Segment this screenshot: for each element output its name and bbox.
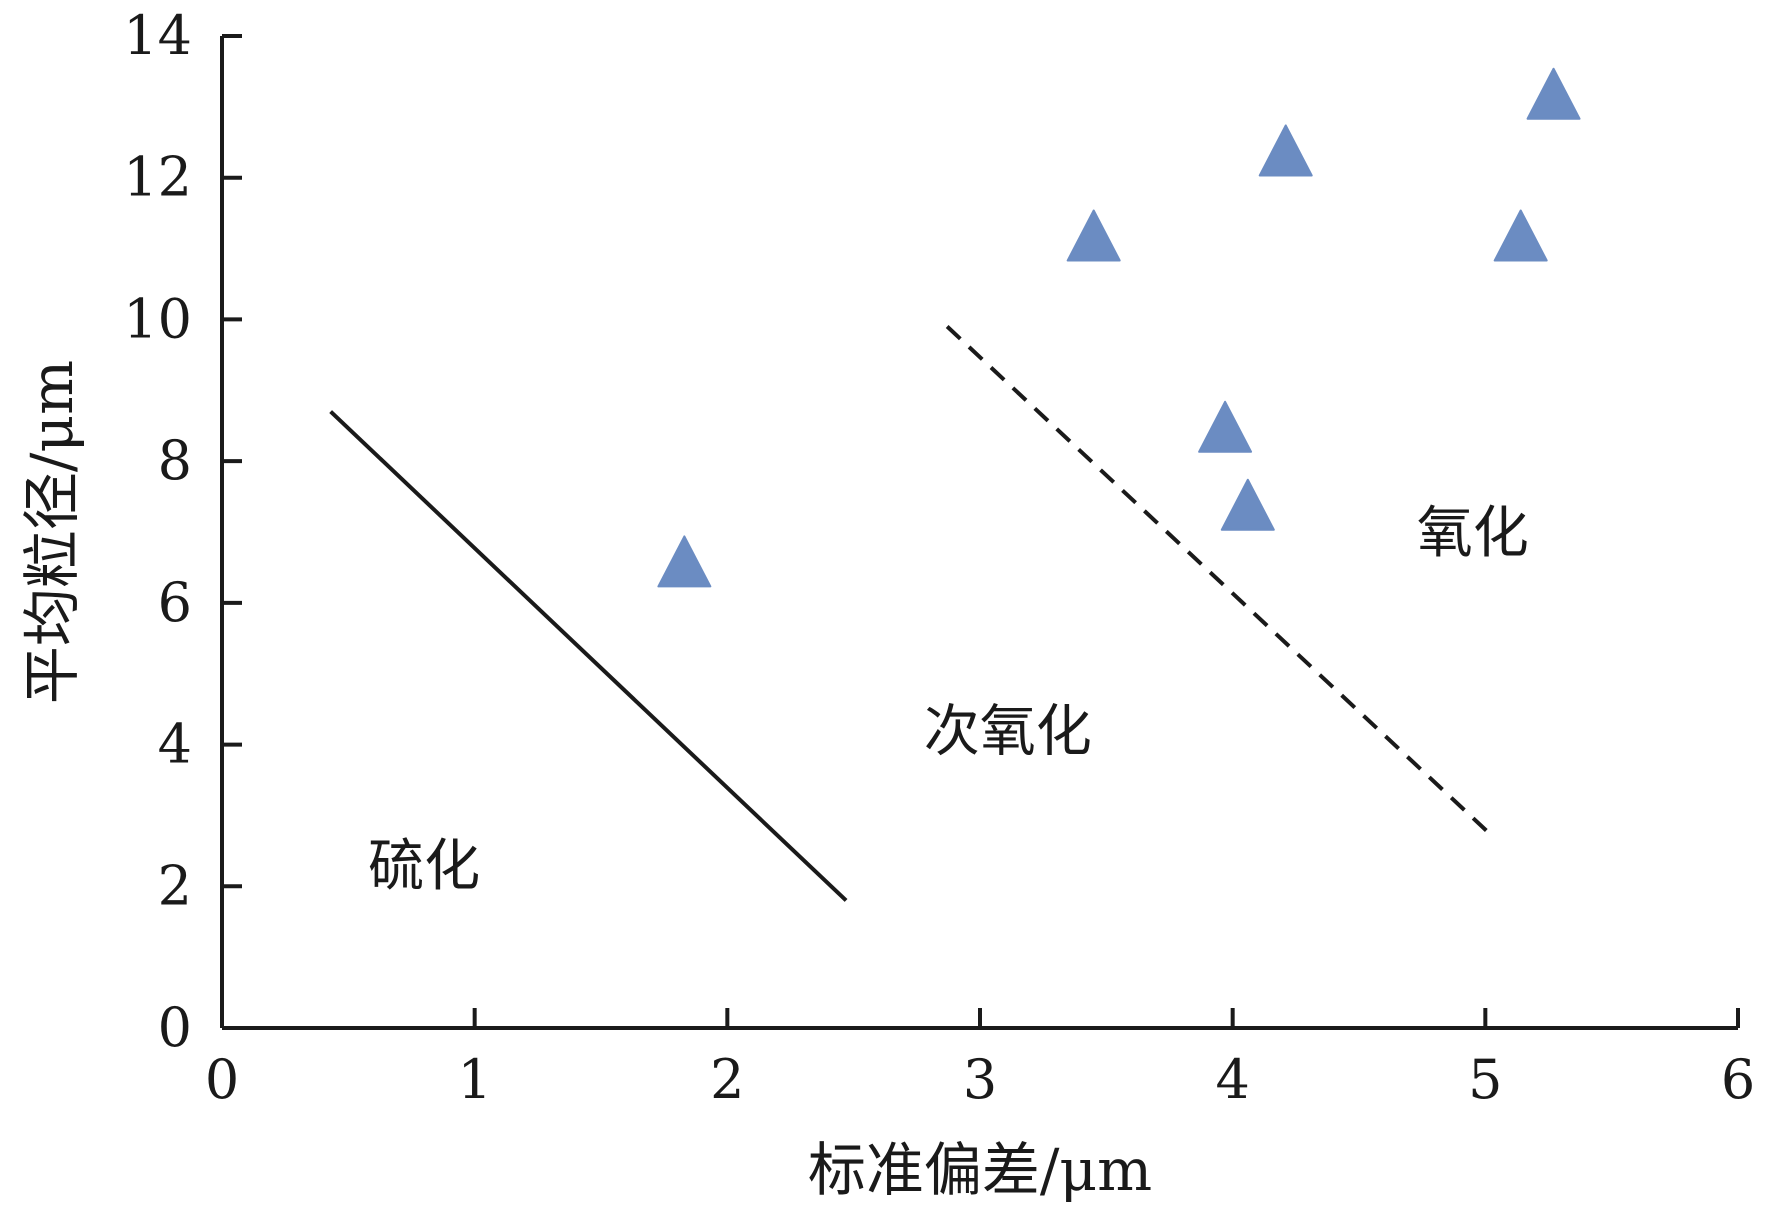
x-tick-label: 0 [205, 1048, 239, 1111]
region-label: 次氧化 [924, 699, 1092, 764]
y-tick-label: 10 [123, 287, 192, 350]
triangle-data-point [1258, 124, 1313, 177]
y-tick-label: 6 [158, 571, 192, 634]
y-tick-label: 2 [158, 854, 192, 917]
y-tick-label: 8 [158, 429, 192, 492]
boundary-lines [329, 325, 1495, 902]
data-points [657, 67, 1581, 588]
triangle-data-point [1493, 209, 1548, 262]
y-tick-label: 4 [158, 713, 192, 776]
x-tick-label: 3 [963, 1048, 997, 1111]
x-tick-label: 5 [1468, 1048, 1502, 1111]
y-axis-title: 平均粒径/μm [18, 360, 86, 704]
x-axis-title: 标准偏差/μm [808, 1136, 1152, 1204]
triangle-data-point [1198, 400, 1253, 453]
x-tick-label: 6 [1721, 1048, 1755, 1111]
region-label: 硫化 [368, 834, 480, 899]
solid-boundary-line [329, 410, 848, 902]
x-tick-label: 1 [457, 1048, 491, 1111]
triangle-data-point [1526, 67, 1581, 120]
x-tick-label: 2 [710, 1048, 744, 1111]
x-axis-ticks: 0 1 2 3 4 5 6 [205, 1008, 1755, 1111]
triangle-data-point [1066, 209, 1121, 262]
y-axis-ticks: 0 2 4 6 8 10 12 14 [123, 4, 242, 1059]
y-tick-label: 12 [123, 146, 192, 209]
triangle-data-point [657, 535, 712, 588]
x-tick-label: 4 [1215, 1048, 1249, 1111]
dashed-boundary-line [945, 325, 1495, 839]
y-tick-label: 0 [158, 996, 192, 1059]
y-tick-label: 14 [123, 4, 192, 67]
region-label: 氧化 [1417, 501, 1529, 566]
region-labels: 硫化 次氧化 氧化 [368, 501, 1529, 899]
triangle-data-point [1220, 478, 1275, 531]
